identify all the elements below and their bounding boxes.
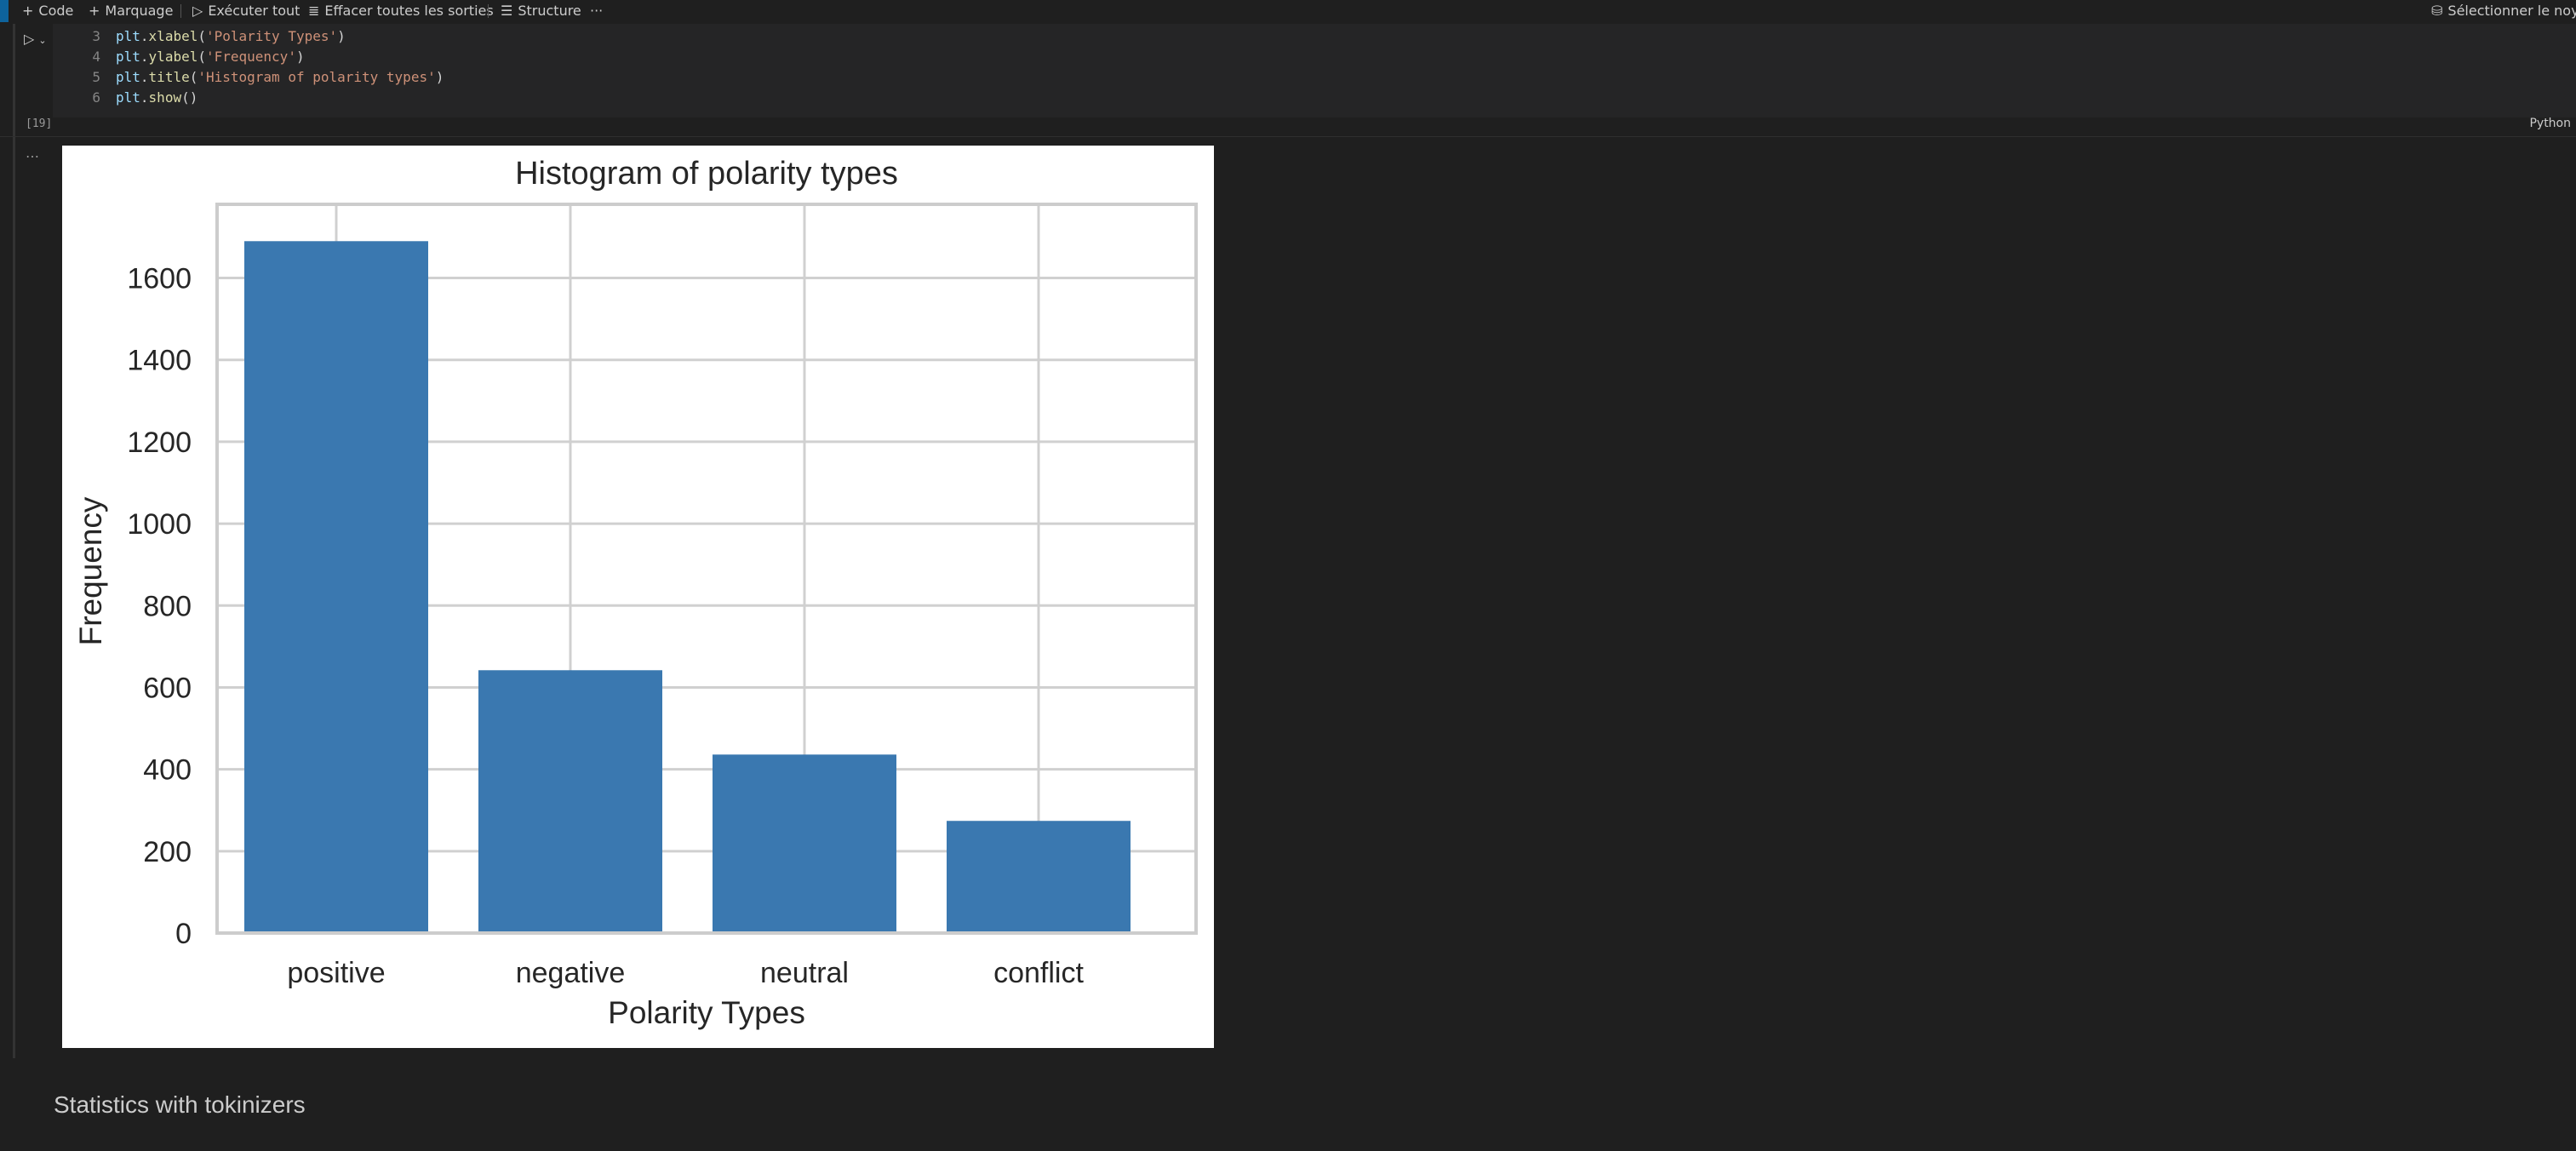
x-tick-label: conflict: [993, 957, 1084, 989]
bar-conflict: [947, 821, 1131, 933]
y-tick-label: 1200: [127, 427, 192, 459]
chart-title: Histogram of polarity types: [515, 156, 898, 192]
code-line: 3 plt.xlabel('Polarity Types'): [56, 28, 345, 49]
run-cell-button[interactable]: ▷ ⌄: [24, 31, 47, 47]
y-tick-label: 1000: [127, 508, 192, 541]
line-number: 5: [92, 69, 100, 85]
outline-button[interactable]: ☰ Structure: [501, 3, 581, 19]
plus-icon: +: [22, 3, 34, 19]
more-actions-button[interactable]: ···: [590, 3, 604, 19]
bar-chart: 0 200 400 600 800 1000 1200 1400 1600 positive neg…: [73, 156, 1198, 1030]
cell-divider: [0, 136, 2576, 137]
execution-count: [19]: [26, 117, 53, 130]
y-axis-label: Frequency: [73, 496, 108, 645]
cell-language[interactable]: Python: [2529, 117, 2571, 130]
chart-output: 0 200 400 600 800 1000 1200 1400 1600 positive neg…: [62, 146, 1214, 1048]
y-tick-label: 1600: [127, 263, 192, 295]
play-icon: ▷: [192, 3, 203, 19]
y-tick-label: 1400: [127, 345, 192, 377]
run-all-button[interactable]: ▷ Exécuter tout: [192, 3, 301, 19]
kernel-icon: ⛁: [2431, 3, 2443, 19]
markdown-cell-text: Statistics with tokinizers: [54, 1091, 306, 1118]
line-number: 4: [92, 49, 100, 65]
code-line: 4 plt.ylabel('Frequency'): [56, 49, 304, 69]
x-axis-label: Polarity Types: [608, 995, 805, 1030]
y-tick-label: 800: [143, 590, 192, 622]
list-icon: ☰: [501, 3, 513, 19]
bar-positive: [244, 241, 428, 933]
play-icon: ▷: [24, 31, 35, 47]
plot-frame: [215, 203, 1198, 935]
active-indicator: [0, 0, 9, 22]
line-number: 3: [92, 28, 100, 44]
x-tick-label: positive: [287, 957, 385, 989]
x-tick-label: negative: [516, 957, 626, 989]
line-number: 6: [92, 89, 100, 106]
chevron-down-icon: ⌄: [38, 35, 47, 46]
toolbar-separator: [488, 4, 489, 18]
bar-negative: [478, 670, 662, 933]
add-markdown-button[interactable]: + Marquage: [89, 3, 174, 19]
code-line: 6 plt.show(): [56, 89, 197, 110]
output-actions-icon[interactable]: …: [26, 145, 39, 161]
notebook-toolbar: + Code + Marquage ▷ Exécuter tout ≣ Effa…: [0, 0, 2576, 22]
y-tick-label: 0: [175, 918, 192, 950]
cell-focus-bar: [13, 24, 15, 1058]
add-code-button[interactable]: + Code: [22, 3, 74, 19]
code-line: 5 plt.title('Histogram of polarity types'…: [56, 69, 444, 89]
y-tick-label: 400: [143, 754, 192, 787]
x-tick-label: neutral: [760, 957, 849, 989]
select-kernel-button[interactable]: ⛁ Sélectionner le noyau: [2431, 3, 2576, 19]
code-cell-editor[interactable]: [53, 24, 2576, 117]
toolbar-separator: [180, 4, 181, 18]
bar-neutral: [713, 754, 896, 933]
clear-outputs-button[interactable]: ≣ Effacer toutes les sorties: [308, 3, 494, 19]
plus-icon: +: [89, 3, 100, 19]
clear-all-icon: ≣: [308, 3, 320, 19]
y-tick-label: 600: [143, 672, 192, 704]
y-tick-label: 200: [143, 836, 192, 868]
